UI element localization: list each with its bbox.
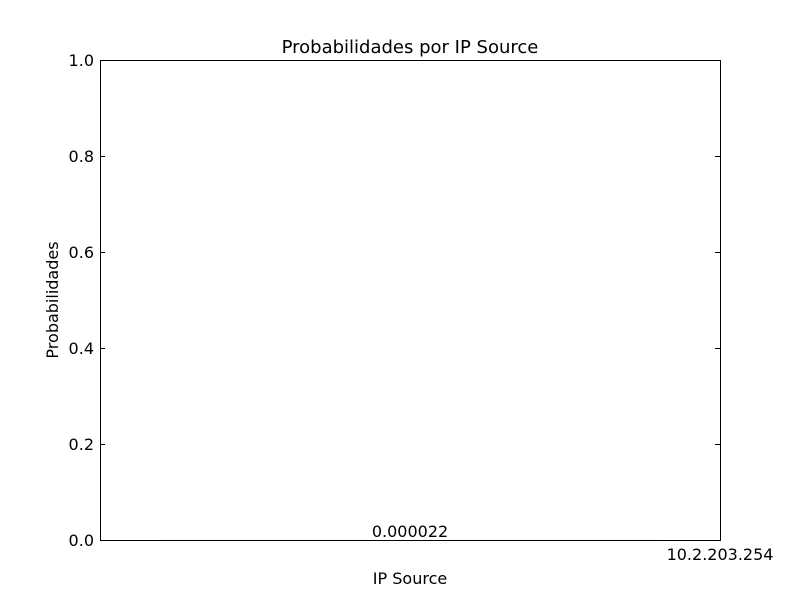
bar-value-label: 0.000022 bbox=[372, 522, 448, 541]
y-tick-label: 0.0 bbox=[69, 531, 94, 550]
y-tick-label: 1.0 bbox=[69, 51, 94, 70]
x-axis-label: IP Source bbox=[373, 569, 447, 588]
y-axis-ticks: 0.0 0.2 0.4 0.6 0.8 1.0 bbox=[69, 51, 720, 550]
plot-area bbox=[100, 60, 721, 541]
x-axis-ticks: 10.2.203.254 bbox=[667, 545, 774, 564]
chart-title: Probabilidades por IP Source bbox=[282, 37, 539, 58]
y-tick-label: 0.2 bbox=[69, 435, 94, 454]
y-tick-label: 0.4 bbox=[69, 339, 94, 358]
y-tick-label: 0.8 bbox=[69, 147, 94, 166]
y-axis-label: Probabilidades bbox=[43, 241, 62, 358]
plot-frame bbox=[100, 60, 721, 541]
value-labels: 0.000022 bbox=[372, 522, 448, 541]
y-tick-label: 0.6 bbox=[69, 243, 94, 262]
x-tick-label: 10.2.203.254 bbox=[667, 545, 774, 564]
